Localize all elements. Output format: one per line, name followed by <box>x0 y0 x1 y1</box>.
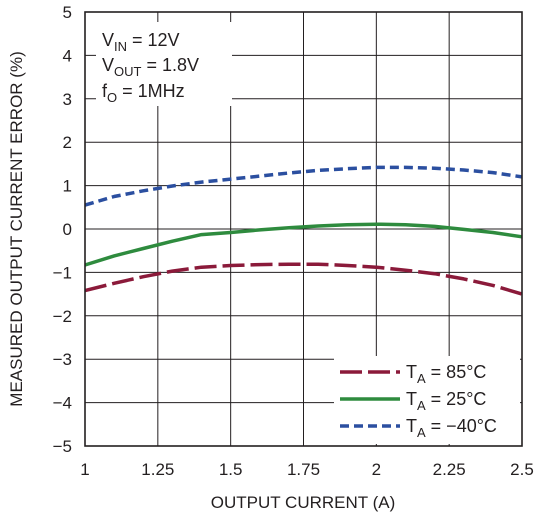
x-tick-label: 2.25 <box>433 460 466 479</box>
x-tick-label: 1 <box>80 460 89 479</box>
annotation-vin: VIN = 12V <box>102 30 180 54</box>
legend-entry-minus40c: TA = −40°C <box>340 416 497 440</box>
y-tick-label: −4 <box>53 394 72 413</box>
y-tick-label: 2 <box>63 133 72 152</box>
y-tick-label: 5 <box>63 3 72 22</box>
y-tick-label: −5 <box>53 437 72 456</box>
x-tick-label: 2.5 <box>510 460 534 479</box>
plot-frame <box>84 11 523 447</box>
y-tick-label: −2 <box>53 307 72 326</box>
y-tick-label: 4 <box>63 46 72 65</box>
series-lines <box>84 165 523 296</box>
x-tick-labels: 1 1.25 1.5 1.75 2 2.25 2.5 <box>80 460 534 479</box>
x-tick-label: 1.75 <box>287 460 320 479</box>
annotation-fo: fO = 1MHz <box>102 81 185 105</box>
x-tick-label: 1.5 <box>219 460 243 479</box>
y-tick-label: −3 <box>53 350 72 369</box>
series-line-2 <box>84 165 523 207</box>
series-line-1 <box>84 222 523 267</box>
annotation-vout: VOUT = 1.8V <box>102 55 199 79</box>
y-tick-label: 1 <box>63 177 72 196</box>
x-tick-label: 1.25 <box>141 460 174 479</box>
x-tick-label: 2 <box>372 460 381 479</box>
y-tick-labels: 5 4 3 2 1 0 −1 −2 −3 −4 −5 <box>53 3 72 456</box>
legend-label-25c: TA = 25°C <box>406 389 486 413</box>
y-tick-label: 3 <box>63 90 72 109</box>
y-axis-label: MEASURED OUTPUT CURRENT ERROR (%) <box>7 51 26 406</box>
conditions-box-bg <box>96 22 232 106</box>
series-line-0 <box>84 262 523 296</box>
y-tick-label: −1 <box>53 263 72 282</box>
y-tick-label: 0 <box>63 220 72 239</box>
legend-label-minus40c: TA = −40°C <box>406 416 497 440</box>
legend-label-85c: TA = 85°C <box>406 362 486 386</box>
x-axis-label: OUTPUT CURRENT (A) <box>211 493 396 512</box>
legend-entry-85c: TA = 85°C <box>340 362 486 386</box>
legend-entry-25c: TA = 25°C <box>340 389 486 413</box>
